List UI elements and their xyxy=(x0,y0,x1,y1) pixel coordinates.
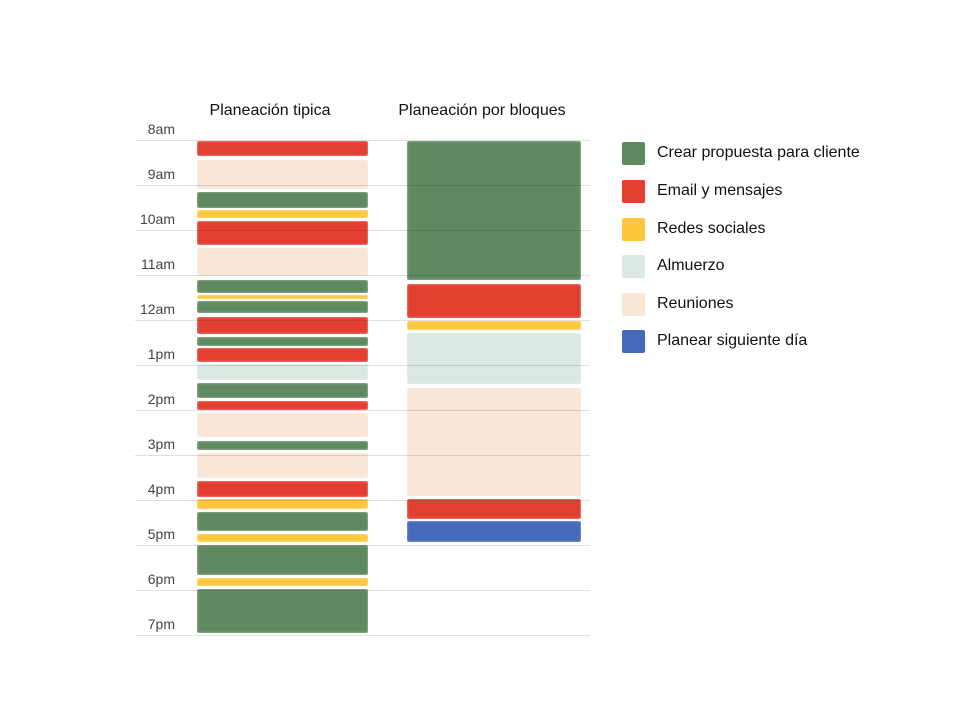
legend-swatch xyxy=(622,329,645,353)
gridline xyxy=(135,500,590,501)
schedule-block-e xyxy=(407,499,581,519)
schedule-block-a xyxy=(197,364,368,380)
schedule-block-c xyxy=(197,589,368,634)
schedule-block-c xyxy=(197,279,368,293)
schedule-block-p xyxy=(407,521,581,542)
legend-swatch xyxy=(622,179,645,203)
legend-swatch xyxy=(622,141,645,165)
legend-item: Email y mensajes xyxy=(622,179,782,203)
y-tick-label: 2pm xyxy=(147,391,175,407)
schedule-block-m xyxy=(197,453,368,478)
y-tick-label: 10am xyxy=(139,211,175,227)
gridline xyxy=(135,365,590,366)
schedule-block-e xyxy=(407,284,581,319)
schedule-block-r xyxy=(407,320,581,330)
schedule-block-m xyxy=(197,413,368,437)
gridline xyxy=(135,320,590,321)
schedule-block-a xyxy=(407,333,581,384)
y-tick-label: 4pm xyxy=(147,481,175,497)
legend-item: Planear siguiente día xyxy=(622,329,807,353)
legend-item: Crear propuesta para cliente xyxy=(622,141,860,165)
schedule-block-c xyxy=(407,140,581,280)
y-tick-label: 5pm xyxy=(147,526,175,542)
schedule-block-r xyxy=(197,294,368,299)
gridline xyxy=(135,140,590,141)
schedule-block-r xyxy=(197,499,368,509)
gridline xyxy=(135,590,590,591)
schedule-block-e xyxy=(197,140,368,157)
legend-swatch xyxy=(622,254,645,278)
schedule-block-c xyxy=(197,545,368,576)
legend-item: Almuerzo xyxy=(622,254,725,278)
y-tick-label: 8am xyxy=(147,121,175,137)
schedule-block-m xyxy=(407,387,581,496)
legend-label: Reuniones xyxy=(657,295,734,312)
legend-label: Planear siguiente día xyxy=(657,332,808,349)
y-tick-label: 1pm xyxy=(147,346,175,362)
gridline xyxy=(135,545,590,546)
y-tick-label: 3pm xyxy=(147,436,175,452)
y-tick-label: 12am xyxy=(139,301,175,317)
schedule-block-c xyxy=(197,337,368,347)
gridline xyxy=(135,185,590,186)
gridline xyxy=(135,410,590,411)
column-title: Planeación por bloques xyxy=(398,102,566,119)
legend-label: Redes sociales xyxy=(657,220,766,237)
y-tick-label: 9am xyxy=(147,166,175,182)
schedule-block-c xyxy=(197,192,368,208)
schedule-block-e xyxy=(197,347,368,362)
y-tick-label: 6pm xyxy=(147,571,175,587)
y-tick-label: 11am xyxy=(141,256,175,272)
schedule-block-r xyxy=(197,534,368,542)
legend-item: Reuniones xyxy=(622,292,734,316)
y-tick-label: 7pm xyxy=(147,616,175,632)
schedule-block-e xyxy=(197,221,368,245)
schedule-block-r xyxy=(197,210,368,218)
schedule-block-c xyxy=(197,441,368,451)
schedule-block-c xyxy=(197,301,368,313)
schedule-block-e xyxy=(197,481,368,497)
schedule-block-c xyxy=(197,512,368,532)
legend-swatch xyxy=(622,217,645,241)
legend-label: Crear propuesta para cliente xyxy=(657,144,860,161)
legend-label: Email y mensajes xyxy=(657,182,783,199)
schedule-block-e xyxy=(197,316,368,334)
schedule-block-c xyxy=(197,383,368,398)
gridline xyxy=(135,230,590,231)
gridline xyxy=(135,275,590,276)
gridline xyxy=(135,455,590,456)
gridline xyxy=(135,635,590,636)
schedule-block-m xyxy=(197,159,368,190)
legend-item: Redes sociales xyxy=(622,217,766,241)
schedule-block-r xyxy=(197,577,368,586)
legend-swatch xyxy=(622,292,645,316)
schedule-block-m xyxy=(197,248,368,276)
legend-label: Almuerzo xyxy=(657,257,725,274)
schedule-block-e xyxy=(197,401,368,410)
column-title: Planeación tipica xyxy=(209,102,331,119)
